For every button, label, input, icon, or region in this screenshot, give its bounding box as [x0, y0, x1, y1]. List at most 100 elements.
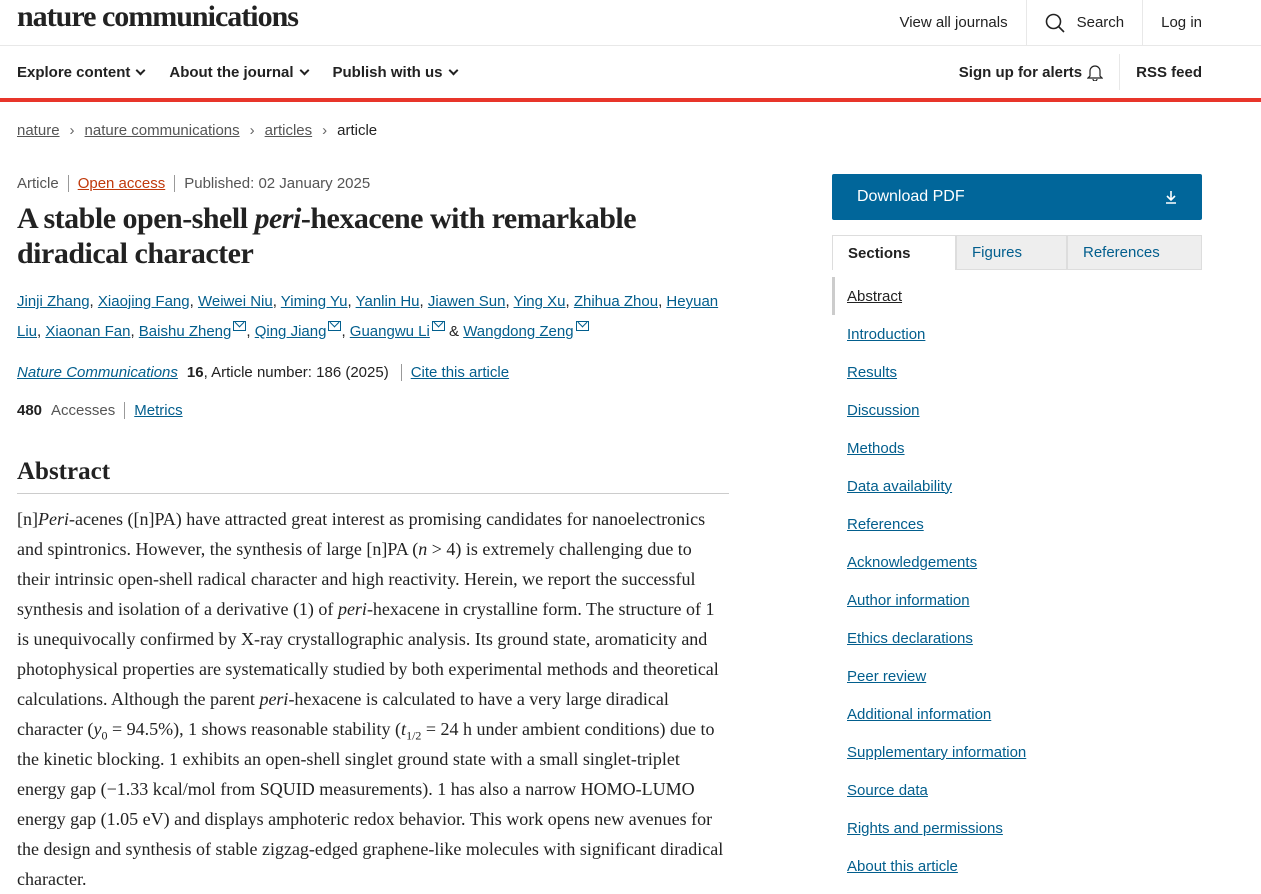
section-link[interactable]: About this article	[847, 857, 958, 875]
section-item: Methods	[832, 429, 1202, 467]
nav-about-journal[interactable]: About the journal	[169, 63, 309, 81]
author-link[interactable]: Ying Xu	[513, 293, 566, 310]
section-link[interactable]: Source data	[847, 781, 928, 799]
section-item: Introduction	[832, 315, 1202, 353]
download-icon	[1166, 191, 1176, 204]
section-link[interactable]: References	[847, 515, 924, 533]
article-title: A stable open-shell peri-hexacene with r…	[17, 201, 717, 271]
section-item: Peer review	[832, 657, 1202, 695]
nav-label: Publish with us	[332, 63, 443, 81]
section-link[interactable]: Peer review	[847, 667, 927, 685]
section-item: References	[832, 505, 1202, 543]
envelope-icon[interactable]	[328, 321, 342, 331]
section-item: Source data	[832, 771, 1202, 809]
alerts-label: Sign up for alerts	[958, 63, 1083, 81]
metrics-line: 480 Accesses Metrics	[17, 402, 183, 419]
download-pdf-button[interactable]: Download PDF	[832, 174, 1202, 220]
section-link[interactable]: Discussion	[847, 401, 920, 419]
abstract-segment: = 24 h under ambient conditions) due to …	[17, 719, 724, 889]
chevron-right-icon: ›	[322, 122, 328, 139]
author-link[interactable]: Qing Jiang	[254, 323, 327, 340]
nav-label: About the journal	[169, 63, 294, 81]
section-link[interactable]: Abstract	[847, 287, 903, 305]
cite-this-article-link[interactable]: Cite this article	[410, 364, 510, 381]
author-link[interactable]: Xiaojing Fang	[97, 293, 190, 310]
section-link[interactable]: Ethics declarations	[847, 629, 973, 647]
title-text: A stable open-shell	[17, 202, 255, 235]
section-link[interactable]: Acknowledgements	[847, 553, 978, 571]
author-link[interactable]: Jiawen Sun	[427, 293, 506, 310]
nav-label: Explore content	[17, 63, 131, 81]
view-all-journals-link[interactable]: View all journals	[899, 14, 1008, 31]
sidebar-tabs: Sections Figures References	[832, 235, 1202, 270]
journal-logo[interactable]: nature communications	[17, 0, 299, 33]
abstract-segment: y	[93, 719, 102, 739]
author-link[interactable]: Baishu Zheng	[138, 323, 232, 340]
chevron-down-icon	[135, 65, 146, 75]
rss-feed-link[interactable]: RSS feed	[1136, 63, 1202, 81]
abstract-segment: Peri	[38, 509, 69, 529]
abstract-segment: peri	[337, 599, 367, 619]
main-nav: Explore content About the journal Publis…	[0, 46, 1261, 98]
divider	[400, 364, 402, 381]
envelope-icon[interactable]	[431, 321, 445, 331]
breadcrumb-nature[interactable]: nature	[17, 122, 60, 139]
section-item: Additional information	[832, 695, 1202, 733]
breadcrumb-articles[interactable]: articles	[264, 122, 313, 139]
login-link[interactable]: Log in	[1142, 0, 1261, 45]
section-item: Acknowledgements	[832, 543, 1202, 581]
abstract-segment: n	[418, 539, 428, 559]
abstract-text: [n]Peri-acenes ([n]PA) have attracted gr…	[17, 504, 729, 894]
author-link[interactable]: Guangwu Li	[349, 323, 430, 340]
published-date: Published: 02 January 2025	[174, 175, 379, 192]
envelope-icon[interactable]	[575, 321, 589, 331]
section-link[interactable]: Data availability	[847, 477, 953, 495]
tab-figures[interactable]: Figures	[956, 235, 1067, 270]
section-item: Data availability	[832, 467, 1202, 505]
section-link[interactable]: Methods	[847, 439, 905, 457]
author-link[interactable]: Xiaonan Fan	[45, 323, 131, 340]
section-item: About this article	[832, 847, 1202, 885]
tab-references[interactable]: References	[1067, 235, 1202, 270]
section-link[interactable]: Results	[847, 363, 898, 381]
section-link[interactable]: Author information	[847, 591, 970, 609]
section-link[interactable]: Rights and permissions	[847, 819, 1003, 837]
abstract-segment: t	[401, 719, 407, 739]
article-number: , Article number: 186 (2025)	[203, 364, 389, 381]
abstract-segment: 0	[101, 728, 108, 743]
breadcrumb: nature › nature communications › articles ›…	[17, 122, 377, 139]
breadcrumb-nature-communications[interactable]: nature communications	[84, 122, 240, 139]
search-label: Search	[1076, 14, 1125, 31]
author-link[interactable]: Weiwei Niu	[197, 293, 273, 310]
volume: 16	[186, 364, 204, 381]
author-link[interactable]: Wangdong Zeng	[463, 323, 574, 340]
author-link[interactable]: Heyuan Liu	[17, 293, 719, 340]
abstract-segment: -hexacene is calculated to have a very l…	[17, 689, 669, 739]
chevron-down-icon	[299, 65, 309, 75]
author-link[interactable]: Yanlin Hu	[355, 293, 420, 310]
abstract-segment: peri	[259, 689, 289, 709]
author-link[interactable]: Zhihua Zhou	[573, 293, 659, 310]
chevron-right-icon: ›	[69, 122, 75, 139]
open-access-link[interactable]: Open access	[77, 175, 166, 192]
nav-explore-content[interactable]: Explore content	[17, 63, 146, 81]
envelope-icon[interactable]	[233, 321, 247, 331]
journal-link[interactable]: Nature Communications	[17, 364, 178, 381]
section-link[interactable]: Supplementary information	[847, 743, 1027, 761]
author-link[interactable]: Yiming Yu	[280, 293, 348, 310]
abstract-segment: = 94.5%), 1 shows reasonable stability (	[107, 719, 402, 739]
search-icon	[1045, 13, 1065, 33]
search-button[interactable]: Search	[1025, 0, 1143, 45]
tab-sections[interactable]: Sections	[832, 235, 956, 270]
nav-publish-with-us[interactable]: Publish with us	[332, 63, 458, 81]
section-link[interactable]: Additional information	[847, 705, 992, 723]
metrics-link[interactable]: Metrics	[134, 402, 183, 419]
section-item: Ethics declarations	[832, 619, 1202, 657]
download-pdf-label: Download PDF	[857, 188, 965, 205]
author-list: Jinji Zhang, Xiaojing Fang, Weiwei Niu, …	[17, 293, 719, 340]
alerts-link[interactable]: Sign up for alerts	[958, 54, 1121, 90]
abstract-segment: [n]	[17, 509, 38, 529]
section-link[interactable]: Introduction	[847, 325, 926, 343]
chevron-right-icon: ›	[249, 122, 255, 139]
author-link[interactable]: Jinji Zhang	[17, 293, 90, 310]
